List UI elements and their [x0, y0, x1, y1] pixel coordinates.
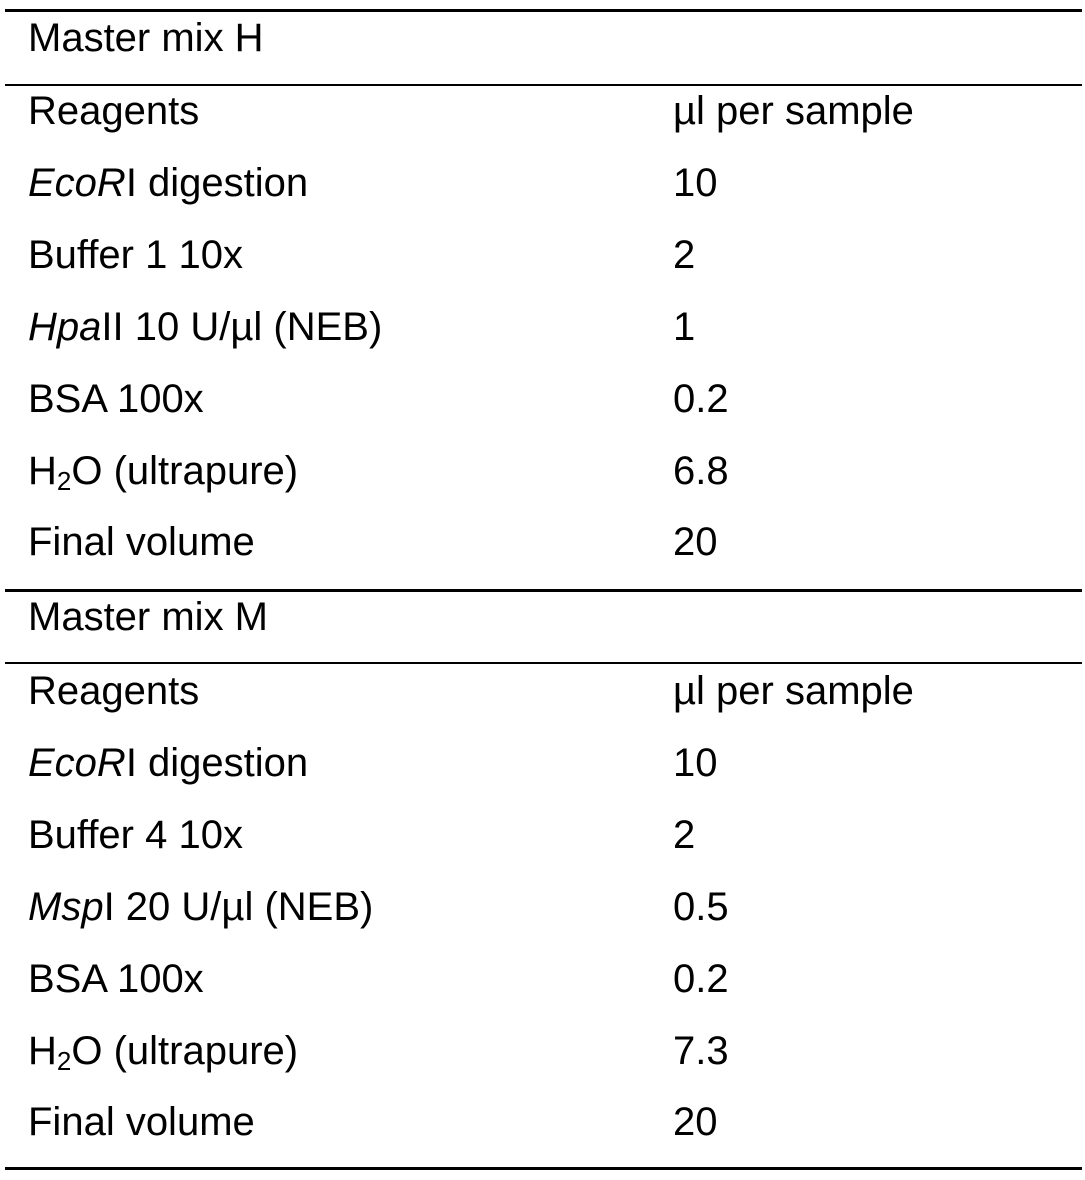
volume-cell: 2 — [673, 813, 696, 857]
volume-cell-final-volume: 20 — [673, 520, 718, 564]
volume-cell: 6.8 — [673, 449, 729, 493]
header-volume: µl per sample — [673, 89, 914, 133]
reagent-cell: MspI 20 U/µl (NEB) — [28, 885, 374, 929]
table-bottom-rule — [5, 1167, 1082, 1170]
volume-cell: 10 — [673, 741, 718, 785]
section-title-master-mix-h: Master mix H — [28, 16, 264, 60]
reagent-cell-final-volume: Final volume — [28, 520, 255, 564]
volume-cell: 2 — [673, 233, 696, 277]
reagent-cell: BSA 100x — [28, 377, 204, 421]
reagent-cell: H2O (ultrapure) — [28, 1029, 299, 1076]
reagent-cell: BSA 100x — [28, 957, 204, 1001]
table-top-rule — [5, 9, 1082, 12]
volume-cell-final-volume: 20 — [673, 1100, 718, 1144]
reagent-cell: H2O (ultrapure) — [28, 449, 299, 496]
volume-cell: 0.2 — [673, 957, 729, 1001]
section-m-header-rule — [5, 662, 1082, 664]
volume-cell: 7.3 — [673, 1029, 729, 1073]
header-volume: µl per sample — [673, 669, 914, 713]
header-reagents: Reagents — [28, 669, 200, 713]
reagent-cell: Buffer 4 10x — [28, 813, 243, 857]
reagent-cell: EcoRI digestion — [28, 161, 309, 205]
volume-cell: 0.2 — [673, 377, 729, 421]
section-h-header-rule — [5, 84, 1082, 86]
volume-cell: 10 — [673, 161, 718, 205]
header-reagents: Reagents — [28, 89, 200, 133]
volume-cell: 1 — [673, 305, 696, 349]
reagent-cell-final-volume: Final volume — [28, 1100, 255, 1144]
reagent-cell: EcoRI digestion — [28, 741, 309, 785]
section-divider-rule — [5, 589, 1082, 592]
volume-cell: 0.5 — [673, 885, 729, 929]
reagent-cell: Buffer 1 10x — [28, 233, 243, 277]
reagent-cell: HpaII 10 U/µl (NEB) — [28, 305, 383, 349]
section-title-master-mix-m: Master mix M — [28, 595, 268, 639]
